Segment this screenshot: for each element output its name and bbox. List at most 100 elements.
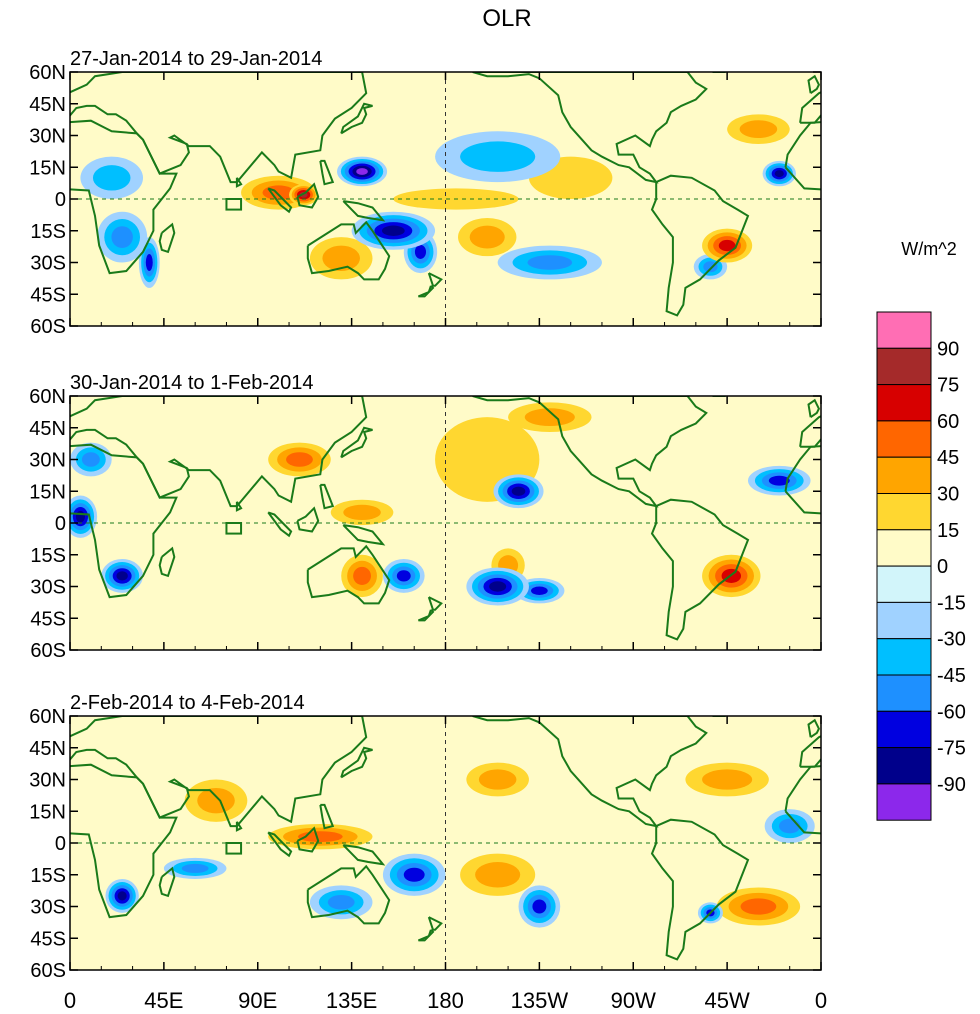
y-tick-label: 30S — [30, 897, 66, 919]
uk-outline — [807, 398, 821, 419]
panel-subtitle: 2-Feb-2014 to 4-Feb-2014 — [70, 692, 305, 714]
colorbar-label: -15 — [937, 592, 966, 614]
borneo-outline — [296, 182, 320, 209]
borneo-outline — [296, 826, 320, 853]
y-tick-label: 15S — [30, 221, 66, 243]
japan-outline — [340, 102, 373, 135]
y-tick-label: 0 — [55, 513, 66, 535]
anomaly-contour — [327, 895, 355, 910]
y-tick-label: 30N — [29, 126, 66, 148]
philippines-outline — [319, 159, 335, 186]
anomaly-contour — [532, 899, 547, 914]
new-guinea-outline — [342, 524, 386, 546]
madagascar-outline — [158, 546, 176, 578]
y-tick-label: 60N — [29, 706, 66, 728]
x-tick-label: 0 — [815, 988, 827, 1013]
anomaly-contour — [531, 586, 548, 595]
anomaly-contour — [322, 245, 360, 271]
panels-group: 27-Jan-2014 to 29-Jan-201460N45N30N15N01… — [29, 48, 822, 982]
anomaly-contour — [396, 570, 411, 582]
philippines-outline — [319, 803, 335, 830]
anomaly-contour — [511, 486, 526, 496]
anomaly-contour — [181, 863, 209, 873]
y-tick-label: 15N — [29, 157, 66, 179]
anomaly-contour — [92, 165, 131, 191]
x-tick-label: 0 — [64, 988, 76, 1013]
anomaly-contour — [81, 452, 100, 467]
anomaly-contour — [527, 255, 573, 270]
y-tick-label: 45S — [30, 928, 66, 950]
colorbar-swatch — [876, 347, 932, 386]
eurasia-outline — [70, 716, 368, 828]
colorbar-label: -45 — [937, 665, 966, 687]
field-layer — [70, 396, 821, 650]
y-tick-label: 45N — [29, 418, 66, 440]
y-tick-label: 45S — [30, 608, 66, 630]
colorbar-label: -75 — [937, 738, 966, 760]
anomaly-contour — [75, 510, 85, 523]
y-tick-label: 45S — [30, 284, 66, 306]
anomaly-contour — [460, 141, 536, 172]
colorbar-swatch — [876, 529, 932, 567]
colorbar-swatch — [876, 747, 932, 785]
anomaly-contour — [356, 168, 368, 175]
coastlines — [70, 72, 821, 317]
y-tick-label: 60S — [30, 960, 66, 982]
new-zealand-outline — [427, 272, 443, 287]
south-america-outline — [650, 818, 750, 961]
colorbar-swatch — [876, 493, 932, 531]
anomaly-contour — [702, 769, 753, 790]
colorbar-label: 0 — [937, 556, 948, 578]
colorbar-swatch — [876, 638, 932, 676]
colorbar-swatch — [876, 456, 932, 495]
anomaly-contour — [489, 581, 507, 592]
eurasia-outline-wrap — [799, 91, 821, 124]
y-tick-label: 15S — [30, 545, 66, 567]
uk-outline — [807, 718, 821, 739]
madagascar-outline — [158, 222, 176, 254]
y-tick-label: 0 — [55, 833, 66, 855]
panel-subtitle: 30-Jan-2014 to 1-Feb-2014 — [70, 372, 314, 394]
colorbar-swatch — [876, 384, 932, 422]
y-tick-label: 0 — [55, 189, 66, 211]
sumatra-outline — [267, 187, 293, 214]
anomaly-contour — [768, 475, 790, 486]
anomaly-contour — [740, 898, 777, 915]
y-tick-label: 60N — [29, 62, 66, 84]
colorbar-swatch — [876, 311, 932, 349]
x-tick-label: 180 — [427, 988, 464, 1013]
australia-outline — [306, 220, 391, 281]
y-tick-label: 30N — [29, 770, 66, 792]
y-tick-label: 30N — [29, 450, 66, 472]
japan-outline — [340, 746, 373, 779]
anomaly-contour — [718, 239, 736, 252]
colorbar-swatch — [876, 674, 932, 712]
y-tick-label: 45N — [29, 738, 66, 760]
new-zealand-outline — [427, 596, 443, 611]
colorbar-label: 30 — [937, 484, 959, 506]
colorbar: W/m^2 90 75 60 45 30 15 0 -15 -30 -45 -60 -75 -90 — [876, 239, 966, 821]
anomaly-contour — [778, 818, 801, 834]
uk-outline — [807, 74, 821, 95]
colorbar-swatch — [876, 565, 932, 603]
y-tick-label: 30S — [30, 577, 66, 599]
anomaly-contour — [381, 225, 405, 236]
anomaly-contour — [353, 566, 371, 585]
sumatra-outline — [267, 831, 293, 858]
anomaly-contour — [475, 862, 521, 888]
box-marker — [225, 842, 243, 855]
anomaly-contour — [117, 891, 127, 901]
colorbar-swatch — [876, 710, 932, 749]
colorbar-label: 90 — [937, 338, 959, 360]
anomaly-contour — [403, 867, 425, 882]
y-tick-label: 60N — [29, 386, 66, 408]
anomaly-contour — [478, 769, 517, 790]
colorbar-label: 45 — [937, 447, 959, 469]
anomaly-contour — [469, 225, 505, 249]
anomaly-contour — [524, 408, 575, 427]
field-layer — [70, 72, 821, 326]
new-guinea-outline — [342, 844, 386, 866]
